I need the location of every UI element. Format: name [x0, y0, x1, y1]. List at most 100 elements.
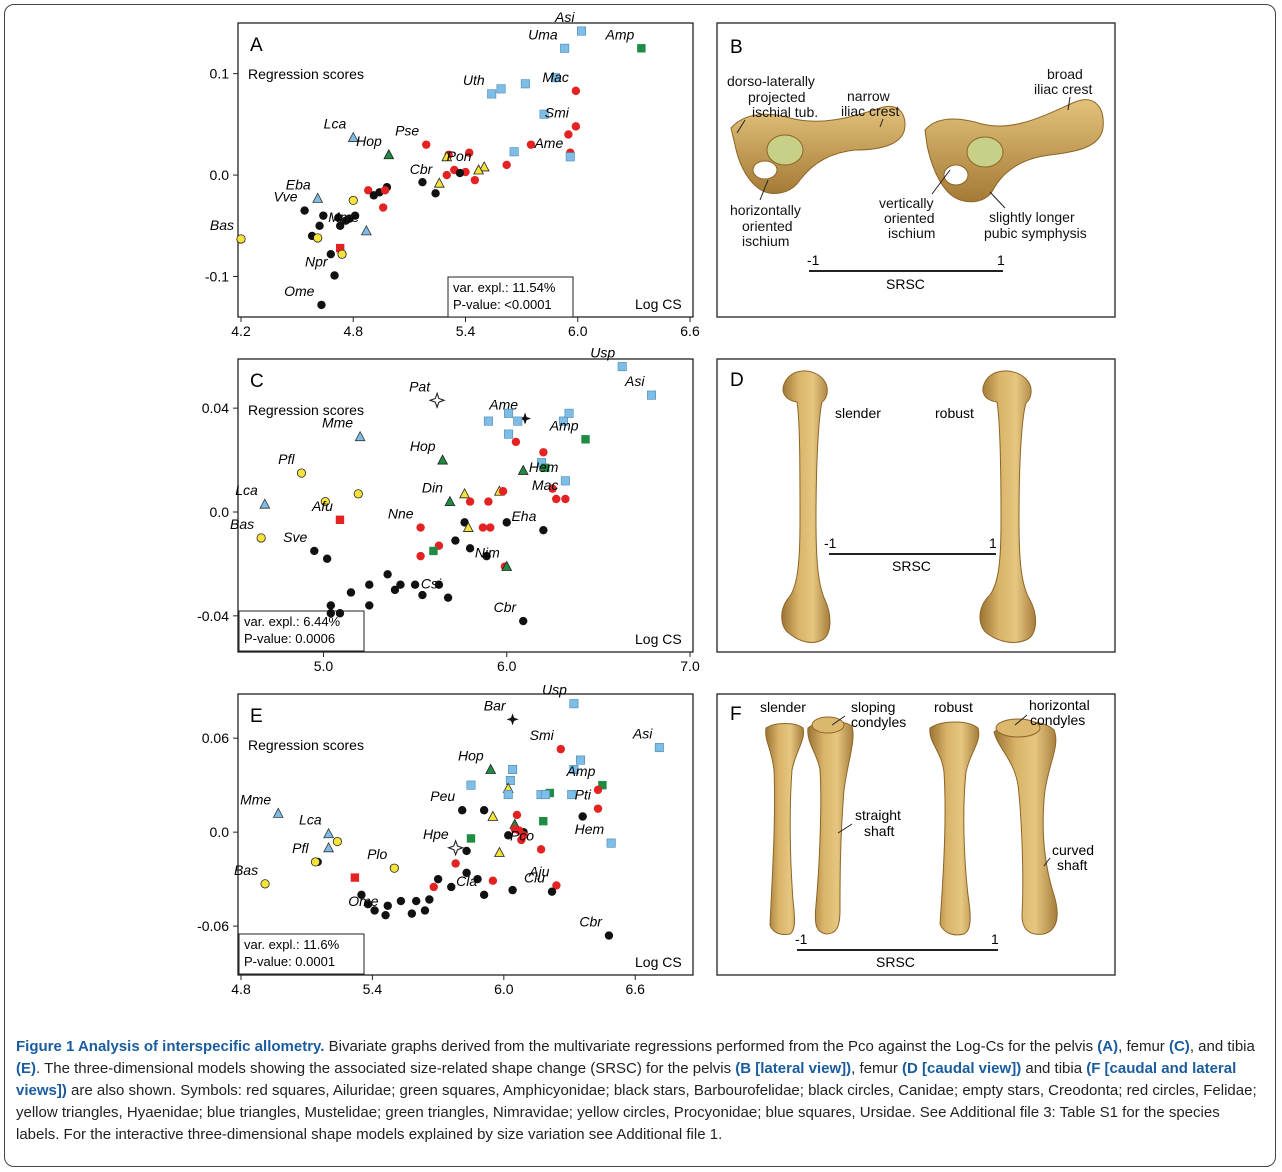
point-label: Hem: [575, 821, 605, 837]
data-point: [383, 570, 392, 579]
caption-text-1: Bivariate graphs derived from the multiv…: [324, 1038, 1098, 1055]
panel-e-letter: E: [250, 706, 263, 727]
data-point: [470, 175, 480, 185]
data-point: [567, 790, 577, 800]
data-point: [422, 140, 431, 149]
scale-f-min: -1: [795, 931, 808, 947]
point-label: Uma: [528, 26, 558, 42]
panel-b-letter: B: [730, 37, 743, 58]
data-point: [505, 775, 515, 785]
y-tick-label: 0.04: [202, 400, 229, 416]
data-point: [465, 148, 474, 157]
data-point: [335, 515, 345, 524]
data-point: [473, 874, 482, 884]
caption-title: Figure 1 Analysis of interspecific allom…: [16, 1038, 325, 1055]
data-point: [564, 408, 574, 418]
panel-e-xlabel: Log CS: [635, 954, 682, 970]
point-label: Sve: [283, 529, 307, 545]
panel-f: F slender sloping condyles robust horizo…: [716, 693, 1116, 976]
data-point: [420, 906, 430, 915]
point-label: Pti: [575, 787, 592, 803]
data-point: [443, 593, 453, 602]
data-point: [517, 464, 529, 475]
data-point: [479, 806, 489, 815]
point-label: Lca: [324, 116, 347, 132]
data-point: [354, 430, 366, 442]
point-label: Pat: [409, 378, 431, 394]
data-point: [370, 906, 379, 915]
data-point: [478, 523, 488, 532]
panel-a-plot: A Regression scores Log CS 4.2 4.8 5.4 6.0 6.6 0…: [205, 9, 700, 339]
data-point: [519, 616, 528, 626]
data-point: [504, 408, 514, 418]
point-label: Hem: [529, 459, 559, 475]
point-label: Pfl: [278, 451, 295, 467]
scale-f-label: SRSC: [876, 954, 915, 970]
ann-b-12: iliac crest: [1034, 81, 1092, 97]
ann-b-4: iliac crest: [841, 103, 899, 119]
point-label: Hpe: [423, 826, 449, 842]
data-point: [637, 44, 646, 53]
data-point: [508, 885, 517, 895]
data-point: [429, 546, 438, 556]
x-tick-label: 4.8: [344, 323, 364, 339]
point-label: Pse: [395, 123, 419, 139]
data-point: [548, 484, 557, 493]
ann-f-0: slender: [760, 699, 806, 715]
data-point: [460, 518, 469, 527]
stats-line: P-value: 0.0001: [244, 954, 335, 969]
figure-canvas: A Regression scores Log CS 4.2 4.8 5.4 6.0 6.6 0…: [197, 9, 1116, 997]
tibia-slender-caudal: [765, 723, 805, 935]
data-point: [364, 186, 373, 195]
data-point: [348, 195, 358, 206]
scale-d-max: 1: [989, 535, 997, 551]
stats-box: [238, 610, 365, 652]
data-point: [462, 521, 474, 532]
data-point: [487, 89, 497, 99]
data-point: [341, 216, 350, 225]
point-label: Aju: [528, 863, 549, 879]
data-point: [416, 523, 425, 532]
data-point: [571, 122, 581, 131]
ann-b-8: vertically: [879, 195, 933, 211]
data-point: [488, 876, 498, 885]
data-point: [479, 890, 489, 900]
ann-b-1: projected: [748, 89, 806, 105]
data-point: [378, 203, 388, 212]
caption-text-7: are also shown. Symbols: red squares, Ai…: [16, 1082, 1257, 1143]
stats-line: P-value: <0.0001: [453, 297, 552, 312]
data-point: [390, 585, 400, 595]
point-label: Nne: [388, 506, 414, 522]
point-label: Amp: [605, 26, 635, 42]
data-point: [547, 887, 557, 896]
data-point: [576, 26, 586, 36]
point-label: Mac: [532, 477, 558, 493]
y-tick-label: -0.04: [197, 608, 229, 624]
point-label: Hop: [410, 438, 436, 454]
scale-d-min: -1: [824, 535, 837, 551]
x-tick-label: 6.6: [626, 981, 646, 997]
panel-a-xlabel: Log CS: [635, 296, 682, 312]
data-point: [556, 744, 565, 754]
data-point: [502, 160, 511, 170]
x-tick-label: 5.4: [456, 323, 476, 339]
ann-b-13: slightly longer: [989, 209, 1075, 225]
ann-b-3: narrow: [847, 88, 891, 104]
point-label: Smi: [545, 104, 570, 120]
x-tick-label: 5.4: [363, 981, 383, 997]
data-point: [581, 435, 590, 444]
data-point: [317, 300, 326, 310]
scale-f-max: 1: [991, 931, 999, 947]
data-point: [346, 588, 356, 597]
data-point: [466, 780, 476, 790]
data-point: [459, 487, 471, 499]
point-label: Hop: [458, 747, 484, 763]
panel-c-letter: C: [250, 371, 264, 392]
point-label: Ome: [348, 893, 379, 909]
caption-text-2: , femur: [1118, 1038, 1169, 1055]
data-point: [332, 836, 342, 847]
point-label: Amp: [566, 763, 596, 779]
panel-f-leaders: [831, 714, 1051, 867]
data-point: [357, 890, 366, 900]
data-point: [539, 525, 548, 535]
